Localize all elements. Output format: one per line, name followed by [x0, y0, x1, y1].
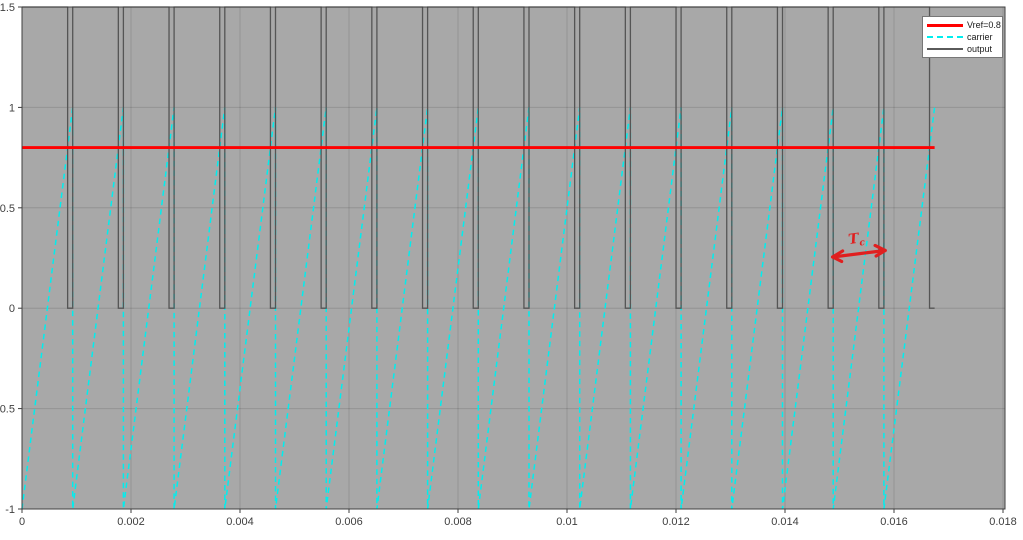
legend-item-carrier: carrier — [927, 31, 1002, 43]
tc-annotation-arrow — [831, 243, 887, 264]
y-tick-label: 1 — [9, 102, 15, 114]
legend-line-carrier-icon — [927, 36, 963, 38]
y-tick-label: 0 — [9, 303, 15, 315]
x-tick-label: 0.018 — [989, 516, 1017, 528]
legend-line-vref-icon — [927, 23, 963, 27]
legend-line-output-icon — [927, 48, 963, 50]
output-series — [22, 6, 935, 309]
legend-item-output: output — [927, 43, 1002, 55]
y-tick-label: -0.5 — [0, 404, 15, 416]
x-tick-label: 0.016 — [880, 516, 908, 528]
tc-annotation-label: Tc — [847, 230, 866, 250]
x-tick-label: 0 — [19, 516, 25, 528]
x-tick-label: 0.014 — [771, 516, 799, 528]
x-tick-label: 0.01 — [556, 516, 577, 528]
x-tick-label: 0.006 — [335, 516, 363, 528]
plot-area — [22, 7, 1005, 509]
axes-box — [21, 6, 1006, 510]
legend-label-carrier: carrier — [967, 31, 993, 42]
legend-item-vref: Vref=0.8 — [927, 19, 1002, 31]
x-tick-label: 0.004 — [226, 516, 254, 528]
x-tick-label: 0.008 — [444, 516, 472, 528]
x-tick-label: 0.002 — [117, 516, 145, 528]
legend-label-output: output — [967, 43, 993, 54]
y-tick-label: 1.5 — [0, 2, 15, 14]
legend: Vref=0.8 carrier output — [922, 16, 1003, 58]
y-tick-label: 0.5 — [0, 203, 15, 215]
legend-label-vref: Vref=0.8 — [967, 19, 1001, 30]
x-tick-label: 0.012 — [662, 516, 690, 528]
y-tick-label: -1 — [5, 504, 15, 516]
